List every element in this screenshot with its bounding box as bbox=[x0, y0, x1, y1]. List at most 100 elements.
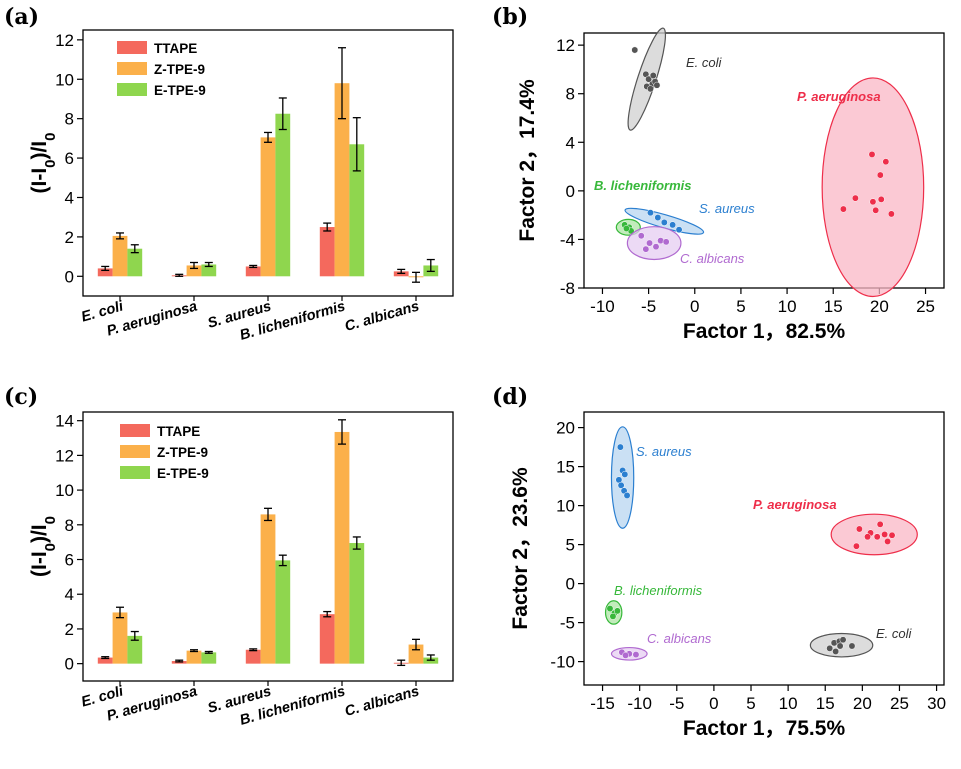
x-tick-label: 25 bbox=[916, 297, 935, 316]
x-tick-label: 5 bbox=[746, 694, 755, 713]
y-axis-label: (I-I0)/I0 bbox=[28, 132, 59, 193]
x-tick-label: 10 bbox=[778, 297, 797, 316]
y-tick-label: 12 bbox=[556, 36, 575, 55]
data-point bbox=[876, 520, 884, 528]
legend-label: E-TPE-9 bbox=[157, 466, 209, 481]
y-axis-label-part: (I-I bbox=[28, 551, 51, 577]
data-point bbox=[654, 214, 662, 222]
y-tick-label: 0 bbox=[566, 182, 575, 201]
x-tick-label: 0 bbox=[690, 297, 699, 316]
data-point bbox=[623, 492, 631, 499]
data-point bbox=[617, 481, 625, 489]
y-axis-label-subscript: 0 bbox=[42, 543, 59, 551]
x-tick-label: 25 bbox=[890, 694, 909, 713]
bar bbox=[260, 137, 276, 277]
x-tick-label: 15 bbox=[824, 297, 843, 316]
data-point bbox=[647, 85, 654, 93]
x-tick-label: -10 bbox=[627, 694, 652, 713]
y-tick-label: -4 bbox=[560, 230, 575, 249]
y-axis-label-part: (I-I bbox=[28, 168, 51, 194]
legend-swatch bbox=[120, 445, 150, 458]
bar bbox=[334, 431, 350, 664]
data-point bbox=[660, 218, 668, 226]
group-label: P. aeruginosa bbox=[797, 89, 881, 104]
data-point bbox=[836, 642, 844, 650]
data-point bbox=[606, 605, 614, 613]
bar bbox=[260, 514, 276, 664]
data-point bbox=[888, 531, 896, 539]
data-point bbox=[839, 205, 847, 213]
y-axis-label-subscript: 0 bbox=[42, 132, 59, 140]
data-point bbox=[642, 245, 650, 253]
bar bbox=[275, 560, 291, 664]
bar bbox=[201, 652, 217, 664]
data-point bbox=[609, 612, 617, 620]
group-label: B. licheniformis bbox=[614, 583, 703, 598]
legend-label: TTAPE bbox=[157, 424, 200, 439]
data-point bbox=[881, 531, 889, 538]
y-axis-label-subscript: 0 bbox=[42, 516, 59, 524]
y-tick-label: 20 bbox=[556, 419, 575, 438]
x-tick-label: 15 bbox=[816, 694, 835, 713]
bar bbox=[275, 113, 291, 277]
legend-swatch bbox=[117, 83, 147, 96]
bar bbox=[97, 657, 113, 664]
data-point bbox=[876, 171, 884, 179]
y-tick-label: -5 bbox=[560, 614, 575, 633]
confidence-ellipse bbox=[821, 77, 925, 298]
x-tick-label: -5 bbox=[669, 694, 684, 713]
y-tick-label: 10 bbox=[55, 481, 74, 500]
y-axis-label-part: )/I bbox=[28, 141, 51, 160]
data-point bbox=[675, 226, 683, 234]
data-point bbox=[839, 636, 847, 644]
legend-swatch bbox=[120, 424, 150, 437]
legend-swatch bbox=[120, 466, 150, 479]
y-tick-label: 14 bbox=[55, 412, 74, 431]
x-tick-label: 20 bbox=[853, 694, 872, 713]
legend-swatch bbox=[117, 62, 147, 75]
y-tick-label: 0 bbox=[65, 267, 74, 286]
panel-label-c: (c) bbox=[4, 384, 38, 410]
data-point bbox=[637, 232, 645, 240]
group-label: B. licheniformis bbox=[594, 178, 692, 193]
group-label: C. albicans bbox=[647, 631, 712, 646]
bar bbox=[112, 612, 128, 664]
panel-label-a: (a) bbox=[4, 4, 39, 30]
bar bbox=[334, 83, 350, 277]
data-point bbox=[852, 542, 860, 550]
y-tick-label: 2 bbox=[65, 620, 74, 639]
group-label: C. albicans bbox=[680, 251, 745, 266]
y-tick-label: 0 bbox=[566, 575, 575, 594]
x-tick-label: -5 bbox=[641, 297, 656, 316]
group-label: S. aureus bbox=[699, 201, 755, 216]
data-point bbox=[887, 210, 895, 218]
data-point bbox=[848, 642, 856, 650]
data-point bbox=[616, 443, 624, 451]
y-tick-label: 6 bbox=[65, 149, 74, 168]
data-point bbox=[872, 206, 880, 214]
data-point bbox=[877, 195, 885, 203]
data-point bbox=[613, 607, 621, 615]
data-point bbox=[657, 237, 665, 245]
plot-frame bbox=[583, 411, 945, 686]
bar bbox=[186, 650, 202, 664]
x-tick-label: -10 bbox=[590, 297, 615, 316]
bar bbox=[319, 227, 335, 277]
bar bbox=[201, 264, 217, 277]
x-tick-label: 5 bbox=[736, 297, 745, 316]
data-point bbox=[645, 75, 653, 83]
y-tick-label: -8 bbox=[560, 279, 575, 298]
y-tick-label: 10 bbox=[556, 497, 575, 516]
data-point bbox=[632, 651, 640, 659]
y-tick-label: 4 bbox=[566, 133, 575, 152]
legend-label: Z-TPE-9 bbox=[157, 445, 208, 460]
data-point bbox=[882, 158, 890, 166]
x-axis-label: Factor 1，75.5% bbox=[683, 717, 846, 740]
y-tick-label: 10 bbox=[55, 70, 74, 89]
data-point bbox=[647, 209, 654, 217]
data-point bbox=[649, 72, 657, 79]
y-tick-label: 5 bbox=[566, 536, 575, 555]
group-label: E. coli bbox=[876, 626, 913, 641]
data-point bbox=[855, 525, 863, 533]
panel-label-d: (d) bbox=[492, 384, 528, 410]
